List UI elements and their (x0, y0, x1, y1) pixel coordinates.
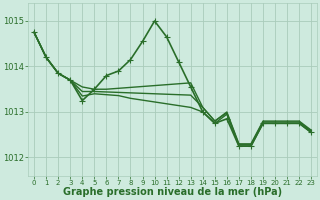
X-axis label: Graphe pression niveau de la mer (hPa): Graphe pression niveau de la mer (hPa) (63, 187, 282, 197)
